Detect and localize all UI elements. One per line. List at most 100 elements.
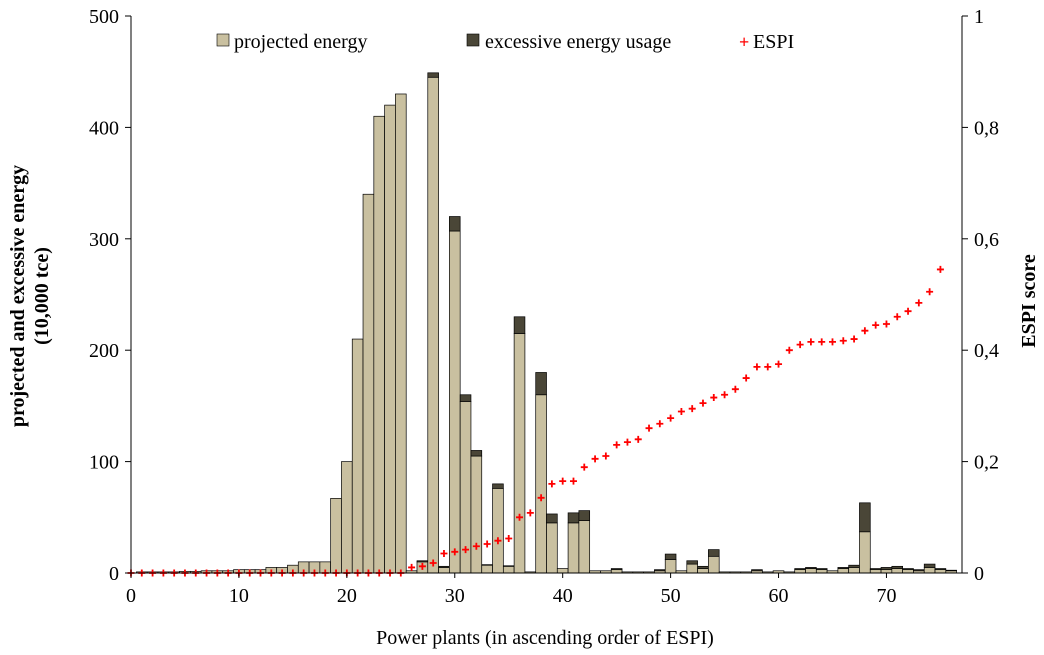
bar-projected-energy	[891, 568, 903, 574]
bar-projected-energy	[686, 563, 698, 574]
espi-point	[904, 307, 912, 315]
espi-point	[526, 509, 534, 517]
bar-projected-energy	[610, 569, 623, 574]
espi-point	[764, 363, 772, 371]
espi-point	[537, 494, 545, 502]
bar-projected-energy	[848, 567, 860, 574]
espi-point	[429, 559, 437, 567]
bar-excessive-energy	[654, 569, 666, 572]
bar-excessive-energy	[610, 568, 623, 571]
bar-projected-energy	[502, 565, 515, 574]
bar-projected-energy	[934, 569, 947, 574]
bar-projected-energy	[815, 569, 828, 574]
bar-projected-energy	[395, 93, 407, 574]
bar-excessive-energy	[502, 565, 515, 567]
espi-point	[613, 441, 621, 449]
bar-excessive-energy	[470, 450, 483, 457]
espi-point	[656, 420, 664, 428]
right-tick-label: 1	[974, 6, 984, 28]
espi-point	[516, 513, 524, 521]
bar-projected-energy	[837, 568, 850, 574]
espi-point	[602, 452, 610, 460]
x-tick-label: 50	[661, 585, 681, 607]
bar-excessive-energy	[708, 549, 720, 557]
espi-point	[440, 550, 448, 558]
bar-projected-energy	[859, 531, 871, 574]
bar-excessive-energy	[945, 569, 957, 572]
espi-point	[580, 463, 588, 471]
espi-point	[861, 327, 869, 335]
espi-point	[688, 405, 696, 413]
bar-excessive-energy	[438, 565, 450, 568]
x-tick-label: 10	[229, 585, 249, 607]
espi-point	[850, 335, 858, 343]
bar-excessive-energy	[427, 72, 439, 78]
espi-point	[494, 537, 502, 545]
bar-excessive-energy	[794, 568, 806, 571]
bar-projected-energy	[351, 338, 364, 574]
bar-excessive-energy	[902, 568, 914, 571]
espi-point	[462, 546, 470, 554]
bar-projected-energy	[427, 76, 439, 574]
bar-excessive-energy	[449, 216, 461, 232]
right-tick-label: 0	[974, 563, 984, 585]
left-axis-label-line1: projected and excessive energy	[7, 165, 29, 427]
bar-excessive-energy	[815, 568, 828, 571]
espi-point	[677, 407, 685, 415]
espi-point	[645, 424, 653, 432]
x-tick-label: 40	[553, 585, 573, 607]
bar-projected-energy	[794, 569, 806, 574]
espi-point	[818, 338, 826, 346]
espi-point	[623, 438, 631, 446]
legend-label-projected: projected energy	[234, 31, 367, 53]
bar-projected-energy	[341, 461, 353, 574]
espi-point	[936, 265, 944, 273]
bar-projected-energy	[546, 522, 558, 574]
espi-point	[418, 562, 426, 570]
espi-point	[785, 346, 793, 354]
bar-projected-energy	[805, 568, 817, 574]
x-tick-label: 70	[876, 585, 896, 607]
espi-point	[807, 338, 815, 346]
espi-point	[753, 363, 761, 371]
bar-projected-energy	[438, 567, 450, 574]
bar-excessive-energy	[535, 372, 547, 396]
espi-point	[915, 299, 923, 307]
espi-point	[796, 341, 804, 349]
bar-projected-energy	[556, 568, 569, 574]
espi-point	[408, 563, 416, 571]
bar-projected-energy	[373, 115, 385, 574]
legend-label-excessive: excessive energy usage	[485, 31, 671, 53]
bar-excessive-energy	[859, 502, 871, 533]
bars-layer	[136, 72, 957, 574]
right-axis-label: ESPI score	[1018, 254, 1040, 348]
x-tick-label: 30	[445, 585, 465, 607]
right-tick-label: 0,2	[974, 452, 999, 474]
bar-projected-energy	[513, 333, 526, 574]
bar-excessive-energy	[686, 560, 698, 565]
espi-point	[721, 391, 729, 399]
bar-excessive-energy	[751, 569, 763, 572]
x-tick-label: 0	[126, 585, 136, 607]
bar-excessive-energy	[459, 394, 472, 402]
bar-projected-energy	[578, 520, 591, 574]
bar-projected-energy	[708, 555, 720, 574]
bar-projected-energy	[449, 230, 461, 574]
legend-swatch-projected	[216, 33, 230, 47]
espi-point	[634, 435, 642, 443]
legend-swatch-espi: +	[739, 32, 749, 52]
espi-point	[548, 480, 556, 488]
left-axis-label: projected and excessive energy (10,000 t…	[7, 165, 53, 427]
bar-excessive-energy	[513, 316, 526, 334]
espi-point	[710, 394, 718, 402]
right-tick-label: 0,8	[974, 117, 999, 139]
bar-excessive-energy	[416, 560, 429, 563]
bar-projected-energy	[470, 455, 483, 574]
espi-point	[893, 313, 901, 321]
bar-excessive-energy	[934, 568, 947, 571]
espi-point	[872, 321, 880, 329]
bar-projected-energy	[923, 567, 936, 574]
espi-point	[591, 455, 599, 463]
espi-point	[775, 360, 783, 368]
